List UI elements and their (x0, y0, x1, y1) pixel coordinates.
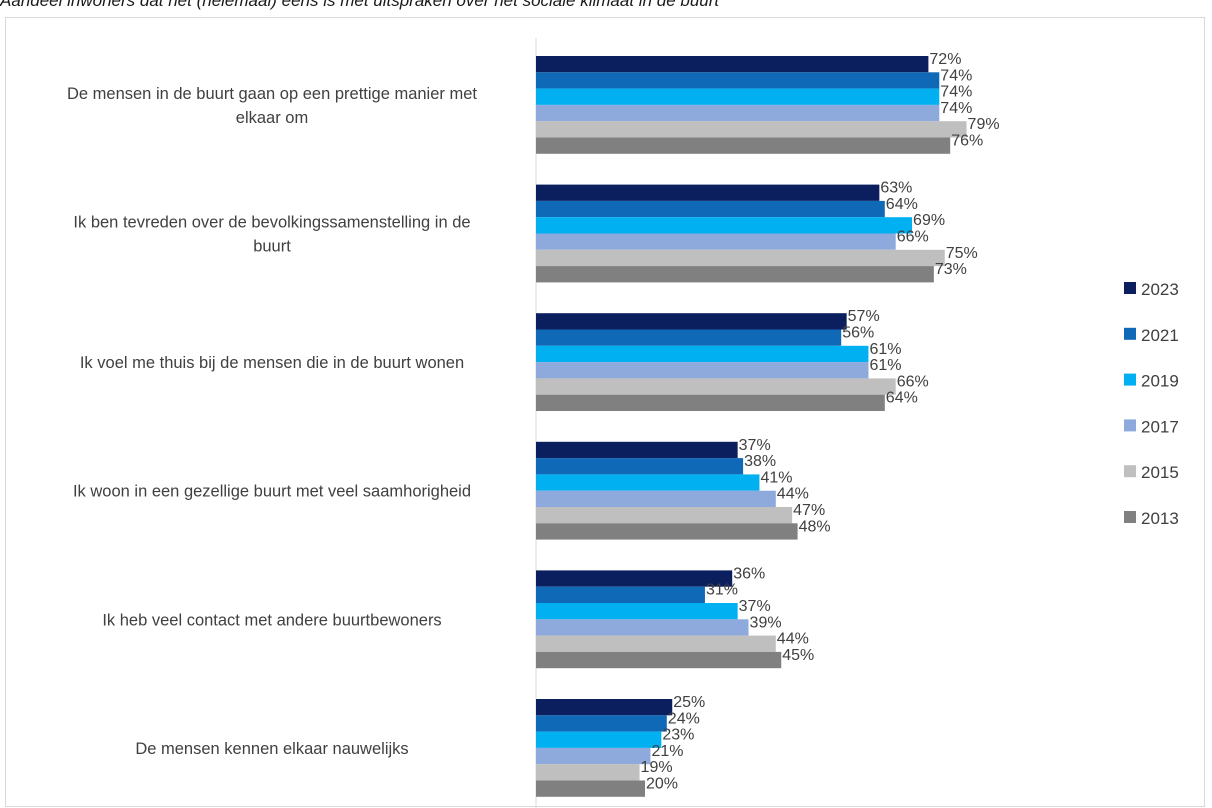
bar-2023 (536, 441, 738, 459)
bar-2013 (536, 266, 934, 283)
bar-2017 (536, 747, 651, 765)
data-label: 74% (940, 100, 972, 117)
bar-2013 (536, 780, 645, 797)
category-label: Ik woon in een gezellige buurt met veel … (73, 483, 471, 501)
data-label: 74% (940, 67, 972, 84)
data-label: 19% (641, 759, 673, 776)
bar-2021 (536, 715, 667, 732)
category-label: Ik voel me thuis bij de mensen die in de… (80, 354, 464, 372)
data-label: 47% (793, 502, 825, 519)
category-label: De mensen in de buurt gaan op een pretti… (67, 85, 477, 103)
bar-2019 (536, 88, 940, 105)
legend-swatch-2013 (1124, 511, 1136, 523)
legend-swatch-2015 (1124, 465, 1136, 478)
data-label: 24% (668, 710, 700, 727)
bar-2015 (536, 378, 896, 395)
bar-2023 (536, 184, 880, 201)
data-label: 37% (739, 437, 771, 454)
data-label: 39% (750, 614, 782, 631)
bar-2015 (536, 635, 776, 652)
data-label: 25% (673, 694, 705, 711)
bar-2019 (536, 217, 913, 234)
data-label: 36% (733, 565, 765, 582)
bar-2021 (536, 458, 744, 475)
legend-label: 2015 (1141, 463, 1179, 482)
bar-2015 (536, 764, 640, 781)
data-label: 37% (739, 598, 771, 615)
data-label: 63% (880, 180, 912, 197)
data-label: 45% (782, 647, 814, 664)
legend-swatch-2017 (1124, 419, 1136, 432)
legend-swatch-2021 (1124, 327, 1136, 340)
bar-2019 (536, 345, 869, 363)
data-label: 44% (777, 486, 809, 503)
bar-2021 (536, 72, 940, 89)
data-label: 64% (886, 196, 918, 213)
bar-chart: De mensen in de buurt gaan op een pretti… (67, 38, 1179, 808)
bar-2017 (536, 362, 869, 379)
category-label: elkaar om (236, 109, 308, 127)
data-label: 23% (662, 727, 694, 744)
legend-label: 2019 (1141, 372, 1179, 391)
bar-2017 (536, 233, 896, 250)
bar-2021 (536, 200, 885, 218)
category-label: Ik ben tevreden over de bevolkingssamens… (73, 214, 470, 232)
legend-label: 2013 (1141, 509, 1179, 528)
bar-2019 (536, 474, 760, 491)
data-label: 76% (951, 133, 983, 150)
bar-2021 (536, 586, 705, 603)
category-label: buurt (253, 238, 291, 256)
legend-label: 2023 (1141, 280, 1179, 299)
data-label: 56% (842, 325, 874, 342)
data-label: 69% (913, 212, 945, 229)
category-label: De mensen kennen elkaar nauwelijks (135, 740, 408, 758)
data-label: 72% (929, 51, 961, 68)
bar-2021 (536, 329, 842, 346)
chart-area: De mensen in de buurt gaan op een pretti… (5, 17, 1205, 808)
bar-2017 (536, 490, 776, 507)
data-label: 66% (897, 373, 929, 390)
legend-swatch-2023 (1124, 282, 1136, 294)
data-label: 79% (968, 116, 1000, 133)
bar-2017 (536, 104, 940, 122)
data-label: 20% (646, 776, 678, 793)
bar-2023 (536, 313, 847, 330)
data-label: 44% (777, 631, 809, 648)
data-label: 48% (799, 518, 831, 535)
legend-label: 2021 (1141, 326, 1179, 345)
data-label: 61% (869, 357, 901, 374)
bar-2015 (536, 249, 945, 267)
data-label: 64% (886, 390, 918, 407)
data-label: 57% (848, 308, 880, 325)
data-label: 74% (940, 84, 972, 101)
bar-2019 (536, 603, 738, 620)
bar-2013 (536, 137, 951, 154)
bar-2015 (536, 121, 967, 138)
legend-swatch-2019 (1124, 373, 1136, 386)
bar-2019 (536, 731, 662, 748)
data-label: 38% (744, 453, 776, 470)
bar-2023 (536, 699, 673, 716)
legend-label: 2017 (1141, 417, 1179, 436)
bar-2013 (536, 523, 798, 540)
data-label: 41% (760, 469, 792, 486)
bar-2023 (536, 56, 929, 73)
bar-2023 (536, 570, 733, 587)
bar-2013 (536, 651, 782, 669)
data-label: 66% (897, 229, 929, 246)
bar-2013 (536, 394, 885, 411)
chart-title: Aandeel inwoners dat het (helemaal) eens… (0, 0, 720, 10)
data-label: 75% (946, 245, 978, 262)
data-label: 61% (869, 341, 901, 358)
bar-2017 (536, 619, 749, 636)
data-label: 31% (706, 582, 738, 599)
data-label: 73% (935, 261, 967, 278)
data-label: 21% (651, 743, 683, 760)
bar-2015 (536, 507, 793, 524)
category-label: Ik heb veel contact met andere buurtbewo… (102, 611, 441, 629)
